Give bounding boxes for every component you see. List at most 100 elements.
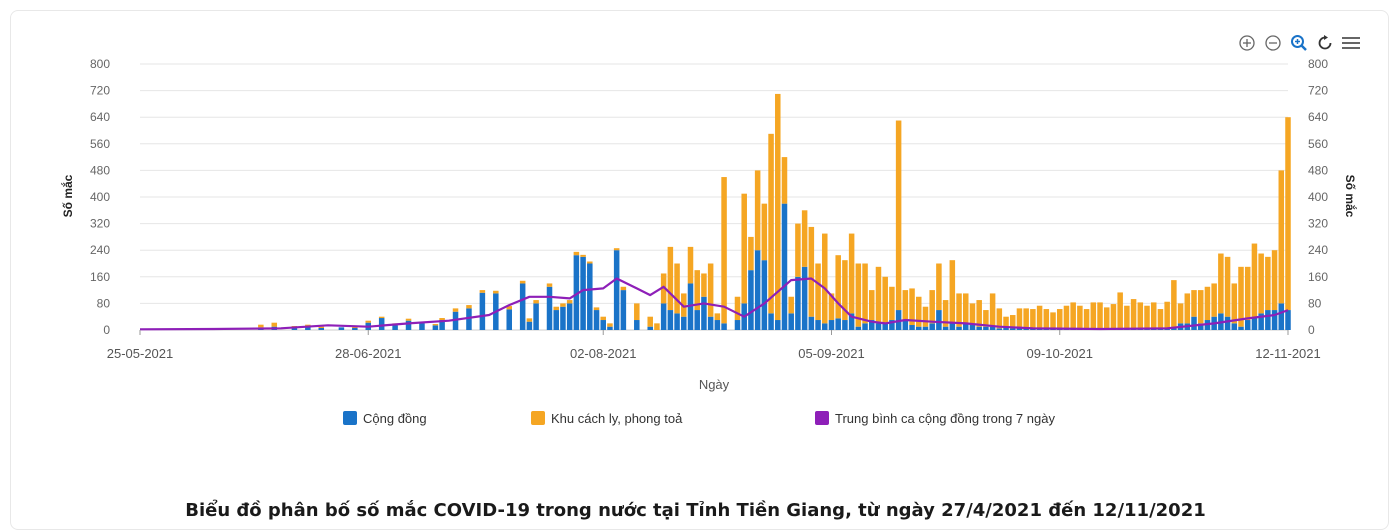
bar-cong-dong (848, 313, 855, 330)
bar-khu-cach-ly (600, 316, 606, 321)
bar-khu-cach-ly (781, 157, 788, 204)
bar-cong-dong (956, 326, 962, 330)
reset-icon[interactable] (1315, 33, 1335, 53)
bar-khu-cach-ly (573, 251, 580, 256)
bar-khu-cach-ly (1070, 302, 1076, 330)
bar-cong-dong (526, 321, 533, 330)
bar-khu-cach-ly (815, 263, 821, 321)
bar-khu-cach-ly (942, 300, 949, 327)
x-tick-label: 05-09-2021 (798, 346, 865, 361)
bar-khu-cach-ly (1265, 256, 1271, 311)
bar-cong-dong (949, 323, 956, 330)
bar-cong-dong (600, 320, 606, 330)
bar-cong-dong (291, 328, 298, 330)
bar-cong-dong (808, 316, 815, 330)
chart-card (10, 10, 1389, 530)
bar-cong-dong (996, 328, 1003, 330)
bar-khu-cach-ly (1023, 308, 1029, 329)
zoom-in-icon[interactable] (1237, 33, 1257, 53)
bar-cong-dong (1023, 328, 1029, 330)
bar-khu-cach-ly (707, 263, 714, 317)
bar-cong-dong (560, 306, 566, 330)
bar-cong-dong (519, 283, 526, 330)
bar-khu-cach-ly (855, 263, 862, 327)
bar-khu-cach-ly (378, 316, 385, 319)
bar-khu-cach-ly (741, 193, 747, 304)
bar-khu-cach-ly (996, 308, 1003, 329)
bar-khu-cach-ly (607, 323, 613, 327)
bar-khu-cach-ly (674, 263, 680, 314)
bar-cong-dong (889, 320, 895, 330)
bar-khu-cach-ly (848, 233, 855, 314)
y-tick-label-left: 240 (90, 243, 110, 257)
bar-cong-dong (842, 320, 848, 330)
bar-khu-cach-ly (271, 322, 278, 327)
bar-khu-cach-ly (580, 254, 586, 257)
y-tick-label-left: 480 (90, 163, 110, 177)
bar-cong-dong (882, 323, 888, 330)
bar-khu-cach-ly (452, 308, 459, 312)
bar-khu-cach-ly (654, 323, 660, 330)
bar-cong-dong (1009, 328, 1016, 330)
bar-khu-cach-ly (258, 324, 264, 328)
bar-khu-cach-ly (869, 290, 875, 321)
x-tick-label: 12-11-2021 (1255, 346, 1321, 361)
bar-khu-cach-ly (788, 296, 794, 314)
bar-cong-dong (1278, 303, 1285, 330)
bar-khu-cach-ly (1097, 302, 1103, 330)
bar-khu-cach-ly (822, 233, 828, 324)
bar-cong-dong (607, 326, 613, 330)
bar-khu-cach-ly (754, 170, 761, 251)
bar-khu-cach-ly (1251, 243, 1258, 317)
bar-cong-dong (976, 326, 982, 330)
bar-khu-cach-ly (1184, 293, 1191, 324)
bar-khu-cach-ly (1177, 303, 1184, 324)
zoom-out-icon[interactable] (1263, 33, 1283, 53)
bar-khu-cach-ly (405, 318, 412, 321)
magnifier-zoom-icon[interactable] (1289, 33, 1309, 53)
bar-cong-dong (969, 323, 976, 330)
y-tick-label-right: 320 (1308, 217, 1328, 231)
bar-cong-dong (674, 313, 680, 330)
bar-cong-dong (822, 323, 828, 330)
bar-cong-dong (701, 296, 707, 330)
bar-khu-cach-ly (1278, 170, 1285, 304)
bar-khu-cach-ly (801, 210, 808, 267)
y-tick-label-left: 720 (90, 84, 110, 98)
bar-cong-dong (533, 303, 539, 330)
bar-cong-dong (1016, 328, 1023, 330)
chart-caption: Biểu đồ phân bố số mắc COVID-19 trong nư… (185, 500, 1206, 521)
bar-cong-dong (378, 318, 385, 330)
bar-khu-cach-ly (721, 177, 727, 324)
y-tick-label-right: 720 (1308, 84, 1328, 98)
bar-cong-dong (781, 203, 788, 330)
bar-cong-dong (855, 326, 862, 330)
bar-khu-cach-ly (587, 261, 593, 264)
bar-cong-dong (660, 303, 667, 330)
bar-khu-cach-ly (828, 293, 835, 321)
bar-khu-cach-ly (1144, 305, 1150, 330)
bar-khu-cach-ly (714, 313, 721, 321)
bar-cong-dong (1030, 329, 1036, 330)
bar-cong-dong (761, 260, 768, 330)
bar-cong-dong (1003, 326, 1009, 330)
average-line (139, 277, 1289, 331)
bar-cong-dong (1197, 323, 1204, 330)
menu-icon[interactable] (1341, 33, 1361, 53)
bar-khu-cach-ly (1016, 308, 1023, 329)
bar-khu-cach-ly (882, 276, 888, 324)
bar-cong-dong (835, 318, 841, 330)
bar-khu-cach-ly (1083, 309, 1090, 330)
bar-cong-dong (318, 328, 325, 330)
bar-cong-dong (869, 320, 875, 330)
bar-cong-dong (922, 326, 929, 330)
bar-cong-dong (768, 313, 774, 330)
bar-khu-cach-ly (1244, 266, 1251, 321)
y-tick-label-left: 640 (90, 110, 110, 124)
bar-cong-dong (593, 310, 600, 330)
bar-khu-cach-ly (929, 290, 935, 324)
y-axis-label-left: Số mắc (60, 174, 75, 217)
bar-cong-dong (916, 326, 922, 330)
bar-cong-dong (681, 316, 687, 330)
